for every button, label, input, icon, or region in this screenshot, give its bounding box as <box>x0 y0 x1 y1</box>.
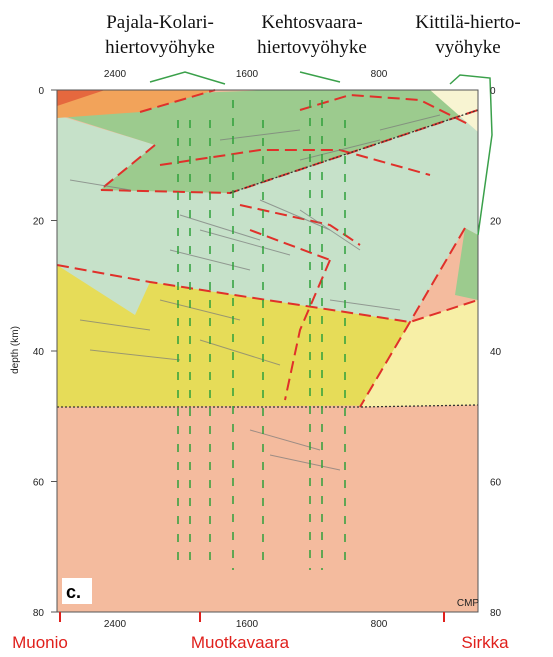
depth-tick-label: 40 <box>490 347 502 358</box>
zone-title: hiertovyöhyke <box>105 37 215 58</box>
cmp-tick-label: 2400 <box>104 69 127 80</box>
depth-tick-label: 40 <box>33 347 45 358</box>
cmp-tick-label: 2400 <box>104 619 127 630</box>
cmp-label: CMP <box>457 598 480 609</box>
location-label: Muotkavaara <box>191 633 290 652</box>
panel-label: c. <box>66 582 81 602</box>
depth-label: depth (km) <box>10 326 21 374</box>
depth-tick-label: 0 <box>38 86 44 97</box>
location-label: Sirkka <box>461 633 509 652</box>
cmp-tick-label: 1600 <box>236 69 259 80</box>
section <box>57 90 478 612</box>
zone-title: hiertovyöhyke <box>257 37 367 58</box>
zone-title: Kehtosvaara- <box>261 12 362 33</box>
depth-tick-label: 20 <box>490 217 502 228</box>
location-label: Muonio <box>12 633 68 652</box>
cmp-tick-label: 1600 <box>236 619 259 630</box>
cmp-tick-label: 800 <box>371 69 388 80</box>
depth-tick-label: 0 <box>490 86 496 97</box>
depth-tick-label: 80 <box>33 608 45 619</box>
depth-tick-label: 20 <box>33 217 45 228</box>
depth-tick-label: 60 <box>33 478 45 489</box>
zone-title: Kittilä-hierto- <box>415 12 521 33</box>
zone-title: Pajala-Kolari- <box>106 12 214 33</box>
figure: depth (km) c. Pajala-Kolari-hiertovyöhyk… <box>0 0 553 657</box>
depth-tick-label: 60 <box>490 478 502 489</box>
cmp-tick-label: 800 <box>371 619 388 630</box>
zone-title: vyöhyke <box>435 37 500 58</box>
depth-tick-label: 80 <box>490 608 502 619</box>
